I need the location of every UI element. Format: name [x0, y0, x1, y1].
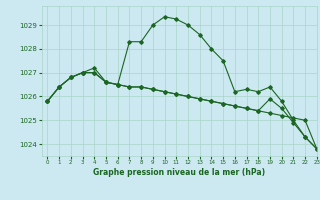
X-axis label: Graphe pression niveau de la mer (hPa): Graphe pression niveau de la mer (hPa) — [93, 168, 265, 177]
